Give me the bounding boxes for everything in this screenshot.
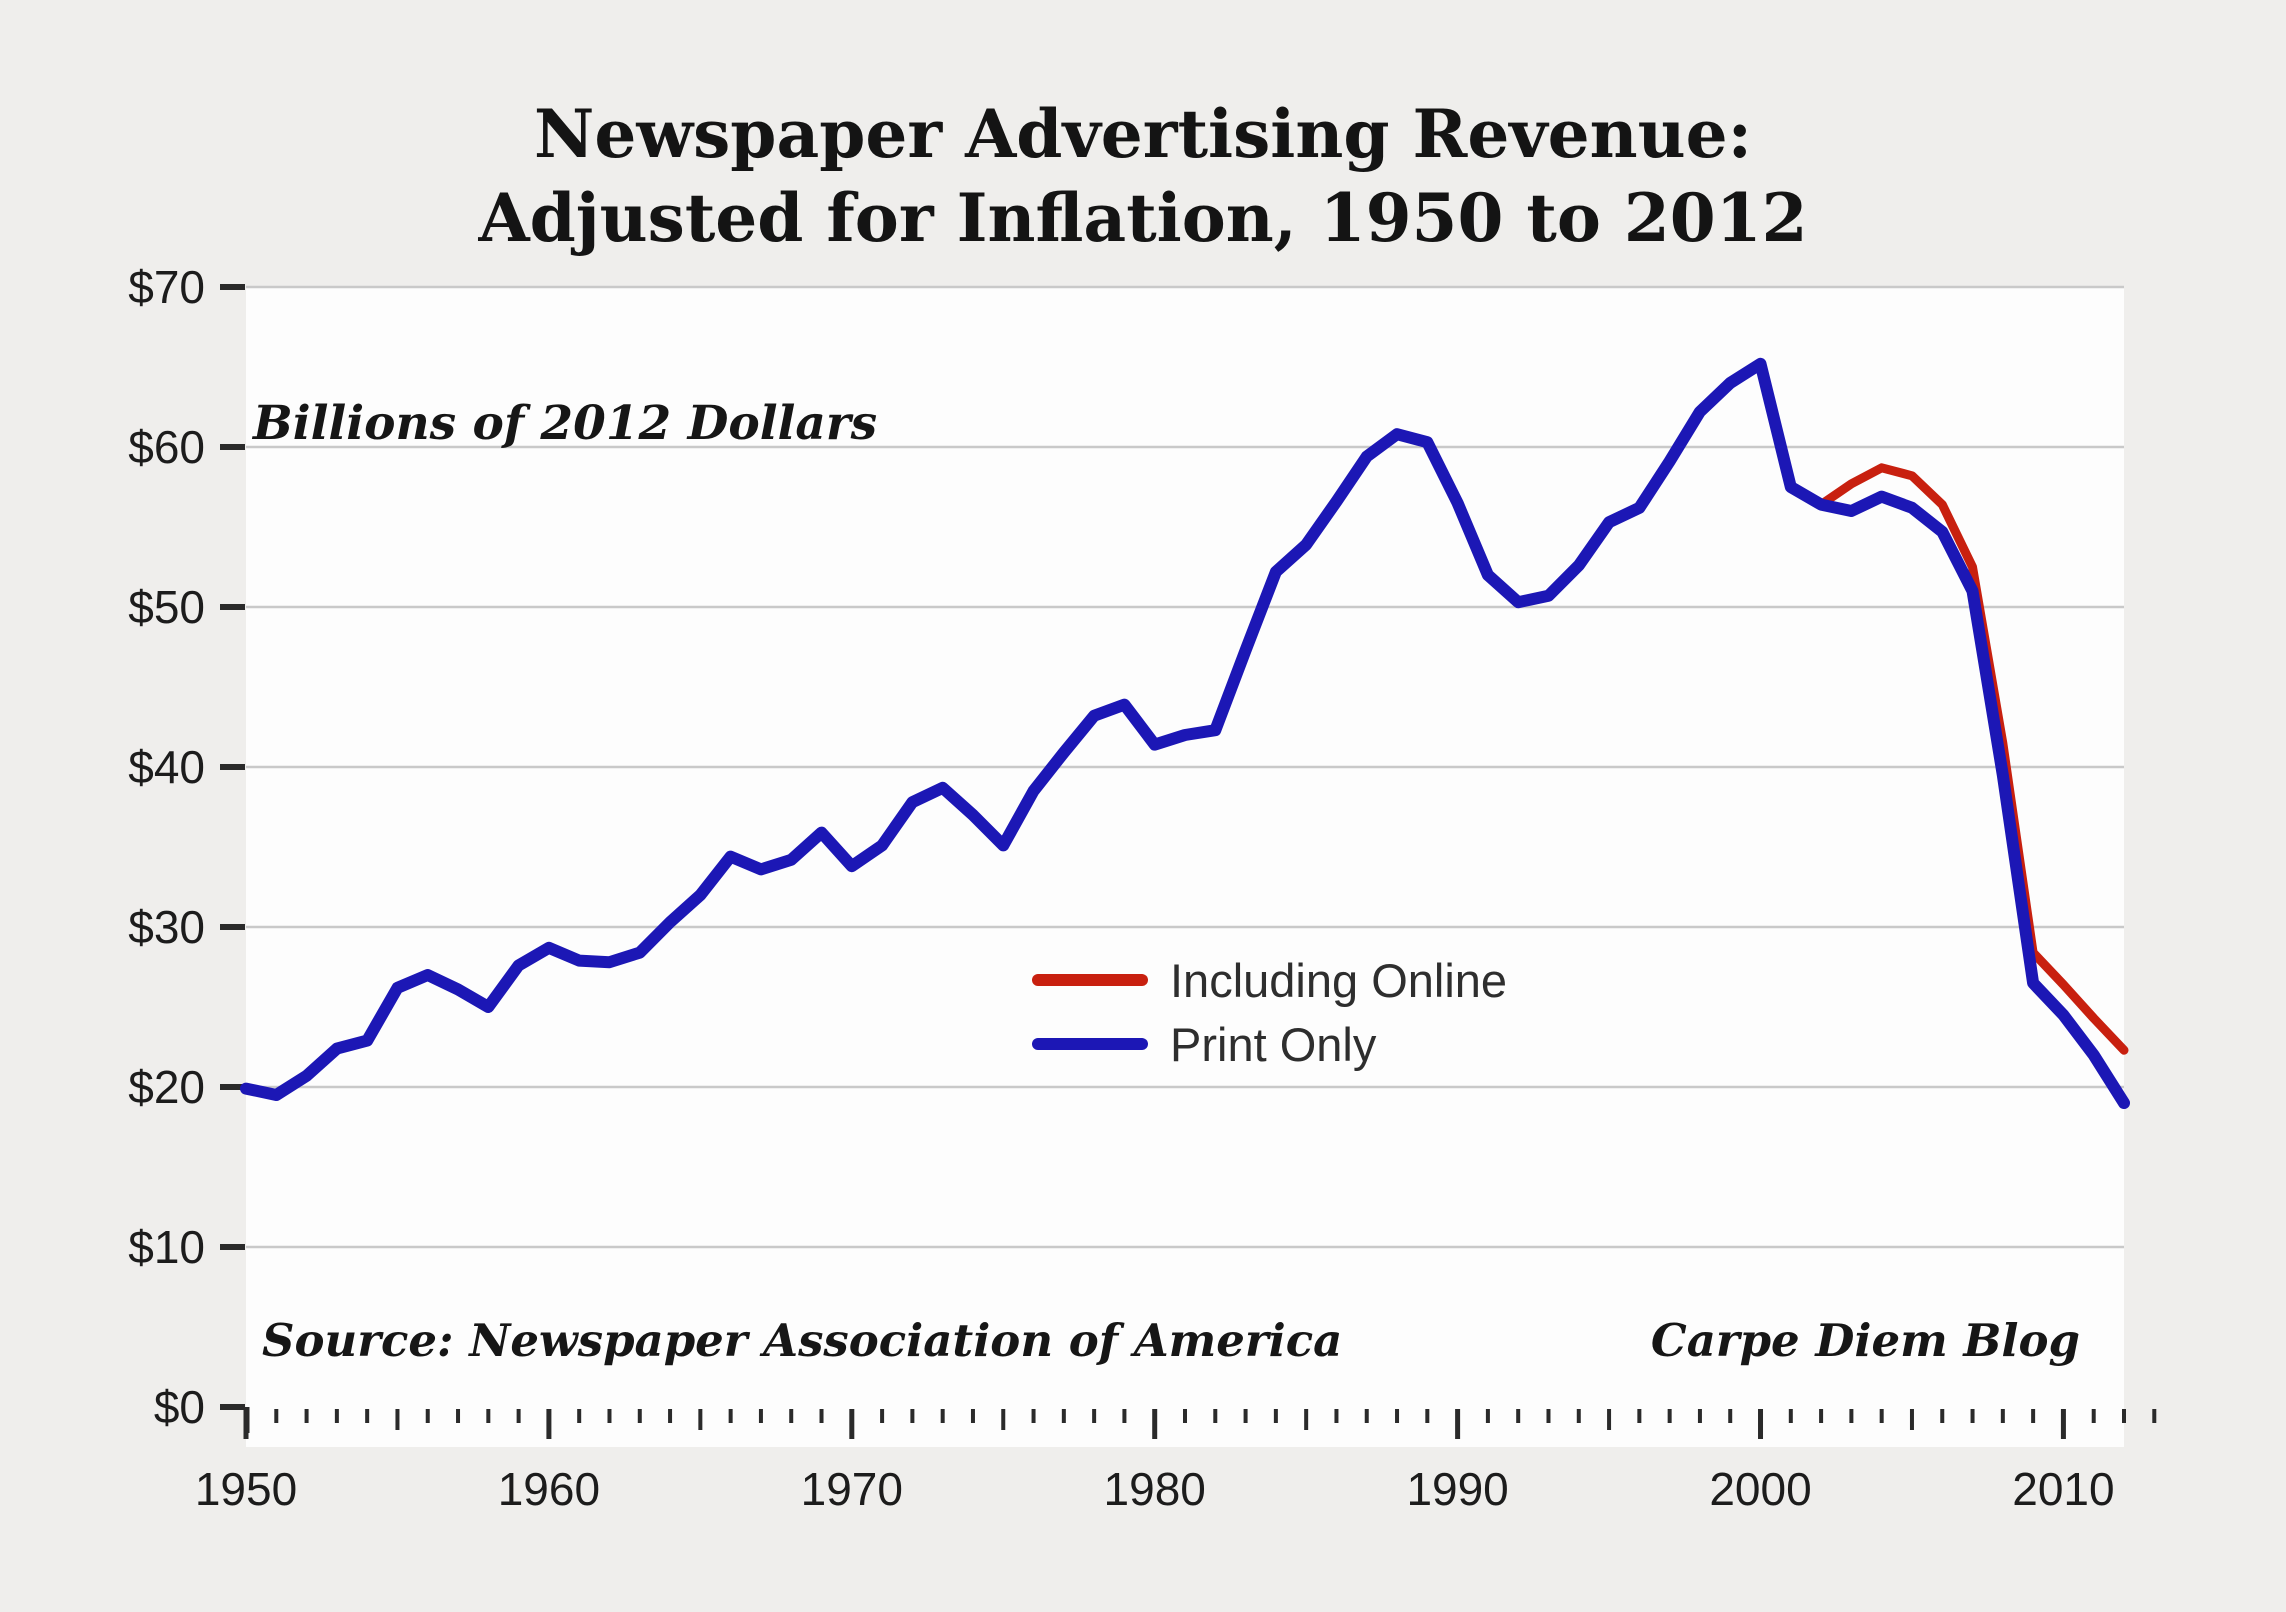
x-tick-label: 1990 (1406, 1463, 1509, 1515)
x-tick-label: 2010 (2012, 1463, 2115, 1515)
series-line-including-online (1816, 463, 2129, 1055)
x-tick-label: 1950 (194, 1463, 298, 1515)
series-line-print-only (240, 357, 2130, 1109)
chart-title-line2: Adjusted for Inflation, 1950 to 2012 (478, 179, 1808, 257)
credit-note: Carpe Diem Blog (1650, 1314, 2080, 1367)
legend-item-print-only: Print Only (1032, 1012, 1507, 1076)
x-tick-label: 1980 (1103, 1463, 1206, 1515)
y-tick-label: $70 (128, 261, 205, 313)
source-note: Source: Newspaper Association of America (262, 1314, 1343, 1367)
y-tick-label: $0 (153, 1381, 205, 1433)
legend-label: Including Online (1170, 953, 1508, 1007)
x-tick-label: 1970 (800, 1463, 903, 1515)
chart-title-line1: Newspaper Advertising Revenue: (534, 95, 1752, 173)
y-tick-label: $10 (128, 1221, 205, 1273)
legend-label: Print Only (1170, 1017, 1377, 1071)
legend: Including Online Print Only (1032, 948, 1507, 1076)
y-tick-label: $60 (128, 421, 205, 473)
y-tick-label: $50 (128, 581, 205, 633)
y-tick-label: $30 (128, 901, 205, 953)
plot-area (246, 287, 2124, 1447)
blue-line-swatch-icon (1032, 1038, 1148, 1050)
x-tick-label: 2000 (1709, 1463, 1812, 1515)
chart-title: Newspaper Advertising Revenue: Adjusted … (0, 92, 2286, 260)
legend-item-including-online: Including Online (1032, 948, 1507, 1012)
units-note: Billions of 2012 Dollars (253, 396, 878, 451)
x-tick-label: 1960 (497, 1463, 601, 1515)
red-line-swatch-icon (1032, 974, 1148, 986)
y-tick-label: $40 (128, 741, 205, 793)
y-tick-label: $20 (128, 1061, 205, 1113)
